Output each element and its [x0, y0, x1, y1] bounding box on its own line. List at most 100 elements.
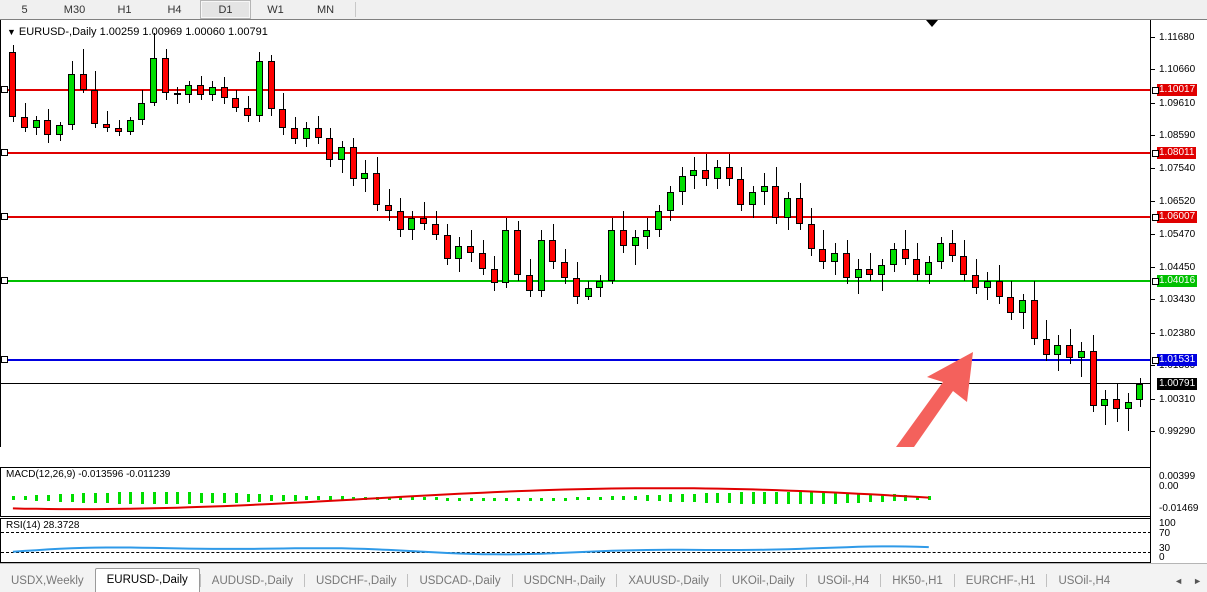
candle-body [667, 192, 675, 212]
price-axis[interactable]: 1.11680 1.10660 1.09610 1.08590 1.07540 1.065… [1150, 20, 1207, 564]
rsi-axis-label: 0 [1159, 552, 1165, 563]
price-axis-label: 1.05470 [1159, 229, 1196, 241]
macd-histogram-bar [529, 497, 532, 501]
price-level-line[interactable] [1, 213, 1150, 221]
price-badge-resistance[interactable]: 1.06007 [1157, 211, 1198, 224]
price-level-line[interactable] [1, 85, 1150, 93]
candle-body [197, 85, 205, 95]
macd-histogram-bar [564, 497, 567, 501]
candle-wick [177, 86, 178, 105]
macd-histogram-bar [71, 493, 74, 503]
macd-label: MACD(12,26,9) -0.013596 -0.011239 [6, 469, 171, 480]
timeframe-button-mn[interactable]: MN [316, 3, 335, 16]
macd-histogram-bar [552, 497, 555, 501]
chart-tab-ukoil-daily[interactable]: UKOil-,Daily [731, 575, 795, 587]
chart-tab-usdcad-daily[interactable]: USDCAD-,Daily [419, 575, 501, 587]
price-axis-tick [1151, 398, 1155, 400]
price-chart-pane[interactable]: ▼ EURUSD-,Daily 1.00259 1.00969 1.00060 1… [0, 20, 1150, 447]
candle-body [632, 236, 640, 247]
macd-histogram-bar [200, 492, 203, 504]
macd-axis-label: -0.01469 [1159, 503, 1199, 514]
price-axis-label: 1.08590 [1159, 130, 1196, 142]
chart-tab-eurusd-daily[interactable]: EURUSD-,Daily [94, 568, 200, 592]
price-axis-label: 1.04450 [1159, 261, 1196, 273]
chart-tab-eurchf-h1[interactable]: EURCHF-,H1 [965, 575, 1036, 587]
up-arrow-annotation[interactable] [881, 350, 991, 447]
level-anchor-handle[interactable] [1, 213, 8, 221]
tab-scroll-left-button[interactable]: ◄ [1174, 576, 1184, 586]
candle-wick [83, 48, 84, 94]
price-badge-resistance[interactable]: 1.10017 [1157, 83, 1198, 96]
chart-tab-usdcnh-daily[interactable]: USDCNH-,Daily [523, 575, 606, 587]
chart-tab-usdchf-daily[interactable]: USDCHF-,Daily [315, 575, 397, 587]
candle-wick [25, 102, 26, 132]
triangle-down-marker-icon[interactable] [926, 20, 938, 27]
price-badge-current-price[interactable]: 1.00791 [1157, 377, 1198, 390]
price-level-line[interactable] [1, 382, 1150, 384]
chart-tab-xauusd-daily[interactable]: XAUUSD-,Daily [628, 575, 709, 587]
price-badge-pivot[interactable]: 1.01531 [1157, 353, 1198, 366]
macd-histogram-bar [118, 492, 121, 504]
candle-wick [905, 230, 906, 266]
candle-body [150, 58, 158, 103]
price-axis-tick [1151, 234, 1155, 236]
triangle-down-icon[interactable]: ▼ [7, 27, 16, 37]
macd-indicator-pane[interactable]: MACD(12,26,9) -0.013596 -0.011239 [0, 467, 1150, 517]
macd-histogram-bar [341, 496, 344, 500]
chart-tab-hk50-h1[interactable]: HK50-,H1 [892, 575, 943, 587]
timeframe-button-h4[interactable]: H4 [167, 3, 182, 16]
chart-tab-usoil-h4[interactable]: USOil-,H4 [1058, 575, 1111, 587]
level-anchor-handle[interactable] [1, 276, 8, 284]
timeframe-button-m30[interactable]: M30 [63, 3, 86, 16]
macd-histogram-bar [505, 497, 508, 501]
price-level-handle[interactable] [1152, 277, 1159, 285]
candle-body [902, 249, 910, 259]
timeframe-button-d1[interactable]: D1 [200, 0, 251, 19]
candle-body [444, 235, 452, 259]
rsi-axis-label: 70 [1159, 528, 1171, 539]
price-axis-tick [1151, 135, 1155, 137]
candle-body [279, 109, 287, 129]
macd-histogram-bar [153, 492, 156, 504]
price-axis-label: 1.03430 [1159, 294, 1196, 306]
candle-wick [107, 110, 108, 132]
candle-body [127, 120, 135, 132]
level-anchor-handle[interactable] [1, 85, 8, 93]
candle-body [772, 185, 780, 218]
timeframe-button-w1[interactable]: W1 [267, 3, 284, 16]
rsi-indicator-pane[interactable]: RSI(14) 28.3728 [0, 518, 1150, 563]
price-level-line[interactable] [1, 355, 1150, 363]
price-level-line[interactable] [1, 149, 1150, 157]
price-level-handle[interactable] [1152, 356, 1159, 364]
candle-body [256, 61, 264, 116]
candle-body [185, 85, 193, 95]
timeframe-button-h1[interactable]: H1 [117, 3, 132, 16]
macd-histogram-bar [458, 497, 461, 501]
macd-histogram-bar [646, 495, 649, 501]
candle-body [913, 258, 921, 275]
price-axis-label: 1.06520 [1159, 195, 1196, 207]
tab-scroll-right-button[interactable]: ► [1193, 576, 1202, 586]
chart-tab-usdx-weekly[interactable]: USDX,Weekly [11, 575, 84, 587]
candle-body [796, 198, 804, 224]
candle-body [726, 166, 734, 180]
candle-body [232, 98, 240, 108]
level-anchor-handle[interactable] [1, 149, 8, 157]
level-anchor-handle[interactable] [1, 355, 8, 363]
candle-body [1101, 399, 1109, 406]
candle-body [1066, 345, 1074, 358]
chart-tab-audusd-daily[interactable]: AUDUSD-,Daily [211, 575, 293, 587]
macd-histogram-bar [599, 496, 602, 500]
price-badge-support[interactable]: 1.04016 [1157, 274, 1198, 287]
price-level-handle[interactable] [1152, 214, 1159, 222]
timeframe-button-5[interactable]: 5 [21, 3, 28, 16]
price-level-handle[interactable] [1152, 150, 1159, 158]
tab-separator [511, 574, 513, 587]
price-badge-resistance[interactable]: 1.08011 [1157, 147, 1197, 160]
chart-tab-usoil-h4[interactable]: USOil-,H4 [817, 575, 870, 587]
price-level-handle[interactable] [1152, 86, 1159, 94]
price-axis-tick [1151, 266, 1155, 268]
price-axis-label: 1.07540 [1159, 163, 1196, 175]
candle-body [33, 120, 41, 129]
